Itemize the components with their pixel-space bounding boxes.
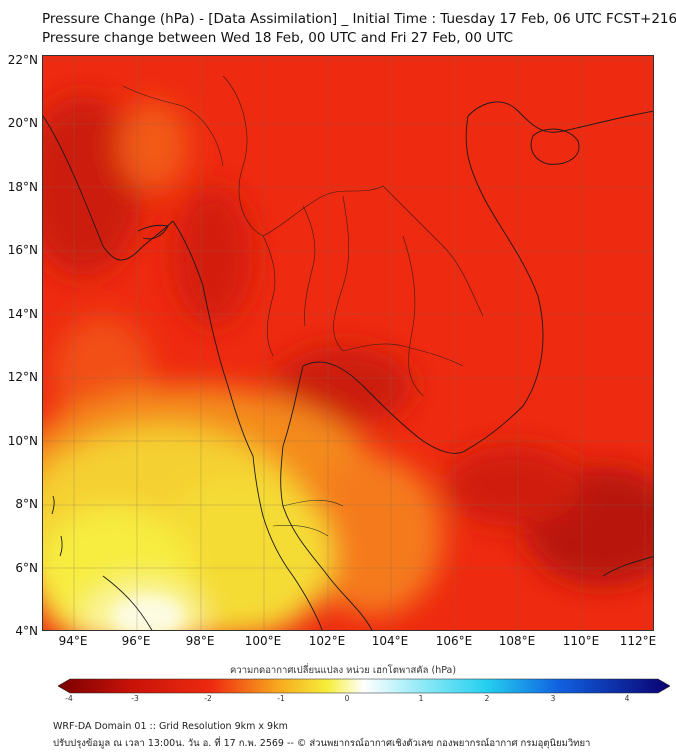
lon-label: 112°E bbox=[619, 634, 657, 648]
colorbar-title: ความกดอากาศเปลี่ยนแปลง หน่วย เฮกโตพาสคัล… bbox=[230, 665, 457, 676]
colorbar-tick: -3 bbox=[131, 694, 139, 703]
lon-label: 102°E bbox=[308, 634, 346, 648]
lat-label: 10°N bbox=[7, 434, 38, 448]
colorbar-tick: -2 bbox=[204, 694, 212, 703]
lon-label: 106°E bbox=[435, 634, 473, 648]
colorbar-tick: 3 bbox=[550, 694, 556, 703]
pressure-change-map bbox=[42, 55, 654, 631]
lat-label: 14°N bbox=[7, 307, 38, 321]
lon-label: 100°E bbox=[244, 634, 282, 648]
political-borders bbox=[122, 75, 484, 537]
lon-label: 104°E bbox=[371, 634, 409, 648]
graticule bbox=[43, 56, 653, 630]
lon-label: 98°E bbox=[185, 634, 215, 648]
colorbar-tick: 4 bbox=[624, 694, 630, 703]
footer-model-info: WRF-DA Domain 01 :: Grid Resolution 9km … bbox=[53, 721, 288, 732]
title-line-1: Pressure Change (hPa) - [Data Assimilati… bbox=[42, 11, 676, 27]
lat-label: 6°N bbox=[15, 561, 38, 575]
lat-label: 8°N bbox=[15, 497, 38, 511]
lat-label: 18°N bbox=[7, 180, 38, 194]
colorbar-tick: 0 bbox=[344, 694, 350, 703]
lon-label: 96°E bbox=[121, 634, 151, 648]
lat-label: 22°N bbox=[7, 53, 38, 67]
lon-label: 94°E bbox=[58, 634, 88, 648]
colorbar-tick: 2 bbox=[484, 694, 490, 703]
footer-credit: ปรับปรุงข้อมูล ณ เวลา 13:00น. วัน อ. ที่… bbox=[53, 738, 591, 749]
lat-label: 12°N bbox=[7, 370, 38, 384]
lon-label: 108°E bbox=[498, 634, 536, 648]
lat-label: 4°N bbox=[15, 624, 38, 638]
lat-label: 20°N bbox=[7, 116, 38, 130]
title-line-2: Pressure change between Wed 18 Feb, 00 U… bbox=[42, 30, 514, 46]
chart-title: Pressure Change (hPa) - [Data Assimilati… bbox=[42, 10, 676, 48]
colorbar-gradient bbox=[58, 678, 670, 694]
lat-label: 16°N bbox=[7, 243, 38, 257]
colorbar-tick: -4 bbox=[65, 694, 73, 703]
colorbar-tick: 1 bbox=[418, 694, 424, 703]
colorbar-tick: -1 bbox=[277, 694, 285, 703]
lon-label: 110°E bbox=[562, 634, 600, 648]
colorbar bbox=[58, 678, 670, 694]
coastlines bbox=[43, 101, 653, 630]
